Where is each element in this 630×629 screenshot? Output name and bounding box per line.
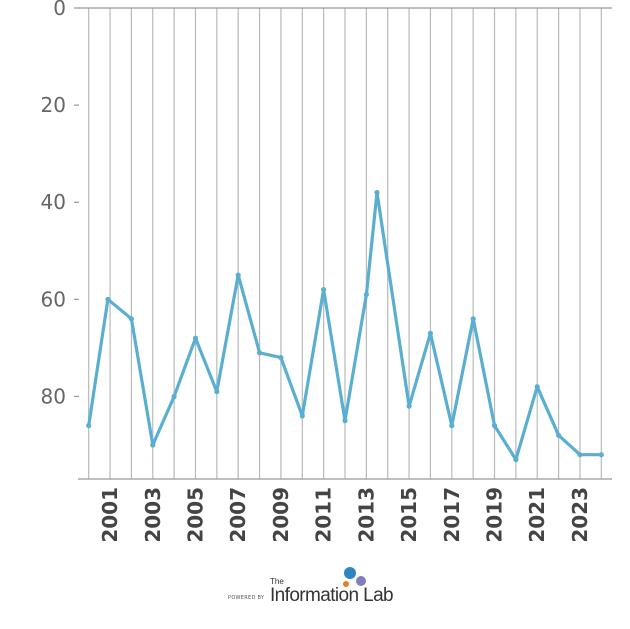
y-axis-ticks: 0 20 40 60 80: [41, 0, 79, 408]
x-axis-ticks: 2001 2003 2005 2007 2009 2011 2013 2015 2017 2019…: [98, 487, 592, 543]
x-tick-label-9: 2019: [483, 487, 507, 543]
data-point-19: [491, 423, 498, 429]
logo-dots-icon: [343, 567, 366, 587]
data-point-20: [513, 457, 519, 463]
logo-dot-blue: [344, 567, 356, 579]
logo-dot-purple: [356, 576, 366, 586]
data-point-0: [86, 423, 92, 429]
powered-by-label: POWERED BY: [228, 595, 265, 601]
data-point-22: [556, 432, 562, 438]
data-point-18: [470, 316, 476, 322]
data-point-6: [214, 389, 220, 395]
series-points: [86, 189, 604, 463]
data-point-5: [192, 335, 199, 341]
data-point-11: [321, 287, 327, 293]
data-point-17: [449, 423, 455, 429]
data-point-2: [128, 316, 134, 322]
y-tick-label-2: 40: [41, 190, 66, 214]
logo-brand-name: Information Lab: [270, 585, 394, 606]
x-tick-label-3: 2007: [226, 487, 250, 543]
x-tick-label-4: 2009: [269, 487, 293, 543]
x-tick-label-0: 2001: [98, 487, 122, 543]
vertical-gridlines: [88, 8, 602, 479]
data-point-9: [278, 355, 284, 361]
data-point-24: [598, 452, 604, 458]
data-point-23: [577, 452, 583, 458]
y-tick-label-3: 60: [41, 287, 66, 311]
data-point-7: [235, 272, 241, 278]
x-tick-label-1: 2003: [141, 487, 165, 543]
y-tick-label-0: 0: [53, 0, 66, 20]
data-point-4: [171, 393, 177, 400]
y-tick-label-1: 20: [41, 93, 66, 117]
data-point-12: [342, 418, 348, 424]
data-point-13: [363, 291, 369, 298]
data-point-15: [406, 403, 412, 409]
x-tick-label-6: 2013: [354, 487, 378, 543]
data-point-8: [257, 350, 263, 356]
x-tick-label-5: 2011: [312, 487, 336, 543]
logo-dot-orange: [343, 581, 349, 587]
data-point-21: [534, 384, 540, 390]
x-tick-label-8: 2017: [440, 487, 464, 543]
data-point-14: [374, 189, 380, 196]
data-point-1: [105, 296, 111, 302]
x-tick-label-10: 2021: [525, 487, 549, 543]
x-tick-label-2: 2005: [183, 487, 207, 543]
data-point-10: [299, 413, 305, 419]
data-point-16: [427, 330, 433, 336]
logo-the-label: The: [270, 577, 284, 586]
x-tick-label-7: 2015: [397, 487, 421, 543]
x-tick-label-11: 2023: [568, 487, 592, 543]
powered-by-logo: POWERED BY The Information Lab: [228, 566, 418, 612]
data-point-3: [150, 442, 156, 448]
y-tick-label-4: 80: [41, 384, 66, 408]
